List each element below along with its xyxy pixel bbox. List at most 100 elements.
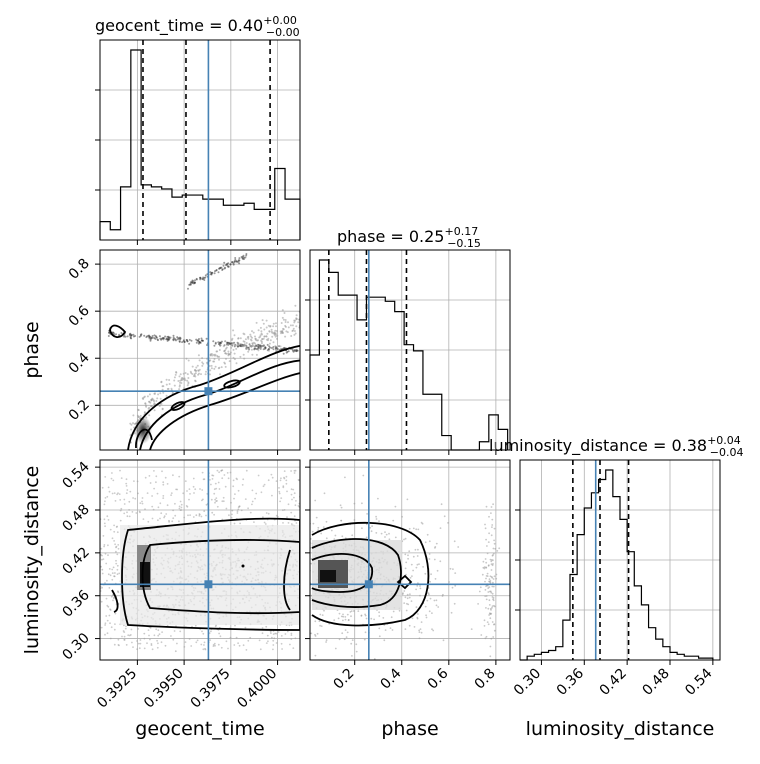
sample-point <box>101 568 104 571</box>
sample-point <box>272 322 275 325</box>
contour-line <box>311 521 430 627</box>
sample-point <box>126 335 129 338</box>
sample-point <box>276 337 278 340</box>
sample-point <box>338 612 341 615</box>
sample-point <box>218 471 221 474</box>
sample-point <box>224 365 227 368</box>
sample-point <box>125 485 128 487</box>
sample-point <box>482 560 485 563</box>
sample-point <box>100 600 103 603</box>
sample-point <box>210 353 213 355</box>
sample-point <box>492 636 495 638</box>
sample-point <box>237 342 240 345</box>
sample-point <box>406 602 408 605</box>
phase-tick-label: 0.8 <box>472 666 499 693</box>
sample-point <box>291 348 294 351</box>
sample-point <box>306 542 308 544</box>
sample-point <box>182 372 185 375</box>
sample-point <box>493 539 495 542</box>
sample-point <box>146 335 149 338</box>
sample-point <box>215 487 218 490</box>
sample-point <box>485 598 488 601</box>
sample-point <box>283 470 286 472</box>
sample-point <box>341 632 344 635</box>
sample-point <box>178 505 181 508</box>
sample-point <box>242 478 245 481</box>
sample-point <box>175 488 178 491</box>
sample-point <box>179 338 182 341</box>
sample-point <box>294 637 297 640</box>
sample-point <box>492 578 495 580</box>
sample-point <box>114 623 116 625</box>
sample-point <box>117 547 120 550</box>
sample-point <box>198 368 201 371</box>
sample-point <box>434 547 436 549</box>
sample-point <box>168 383 171 385</box>
sample-point <box>139 642 142 645</box>
sample-point <box>210 367 213 370</box>
sample-point <box>338 638 341 641</box>
sample-point <box>251 503 253 506</box>
sample-point <box>186 384 189 387</box>
sample-point <box>157 642 159 645</box>
sample-point <box>203 641 206 644</box>
sample-point <box>405 573 407 576</box>
sample-point <box>425 614 427 617</box>
sample-point <box>388 532 390 535</box>
sample-point <box>436 569 439 572</box>
sample-point <box>183 377 186 380</box>
sample-point <box>155 628 158 631</box>
geocent_time-tick-label: 0.3950 <box>141 666 187 712</box>
sample-point <box>262 322 265 325</box>
sample-point <box>488 604 491 606</box>
sample-point <box>419 594 421 597</box>
sample-point <box>105 597 108 600</box>
sample-point <box>190 645 193 647</box>
sample-point <box>382 617 385 619</box>
sample-point <box>108 568 111 570</box>
sample-point <box>228 360 231 363</box>
sample-point <box>439 527 442 529</box>
sample-point <box>189 370 192 373</box>
sample-point <box>285 475 288 478</box>
sample-point <box>289 643 291 646</box>
sample-point <box>488 532 490 535</box>
sample-point <box>485 566 487 569</box>
sample-point <box>487 591 490 593</box>
sample-point <box>107 605 110 608</box>
sample-point <box>264 346 267 349</box>
sample-point <box>485 635 488 638</box>
sample-point <box>222 500 225 503</box>
sample-point <box>118 572 121 575</box>
sample-point <box>168 336 170 339</box>
x-axis-label-luminosity-distance: luminosity_distance <box>526 718 715 740</box>
luminosity_distance-tick-label: 0.42 <box>597 666 630 699</box>
sample-point <box>287 350 290 353</box>
sample-point <box>433 599 436 602</box>
sample-point <box>212 340 215 343</box>
sample-point <box>290 634 293 636</box>
sample-point <box>178 340 181 343</box>
sample-point <box>209 273 212 276</box>
histogram-steps <box>99 49 301 240</box>
sample-point <box>487 607 490 610</box>
sample-point <box>151 505 154 508</box>
sample-point <box>236 512 239 514</box>
sample-point <box>492 581 494 584</box>
sample-point <box>213 492 216 495</box>
sample-point <box>378 615 381 617</box>
sample-point <box>425 616 428 619</box>
sample-point <box>489 581 492 584</box>
sample-point <box>178 385 181 388</box>
sample-point <box>148 334 151 337</box>
sample-point <box>402 592 404 595</box>
sample-point <box>148 475 151 477</box>
sample-point <box>196 639 199 642</box>
sample-point <box>107 486 110 489</box>
sample-point <box>197 354 200 357</box>
sample-point <box>290 632 293 635</box>
sample-point <box>320 625 323 627</box>
sample-point <box>161 631 164 633</box>
sample-point <box>107 554 109 556</box>
